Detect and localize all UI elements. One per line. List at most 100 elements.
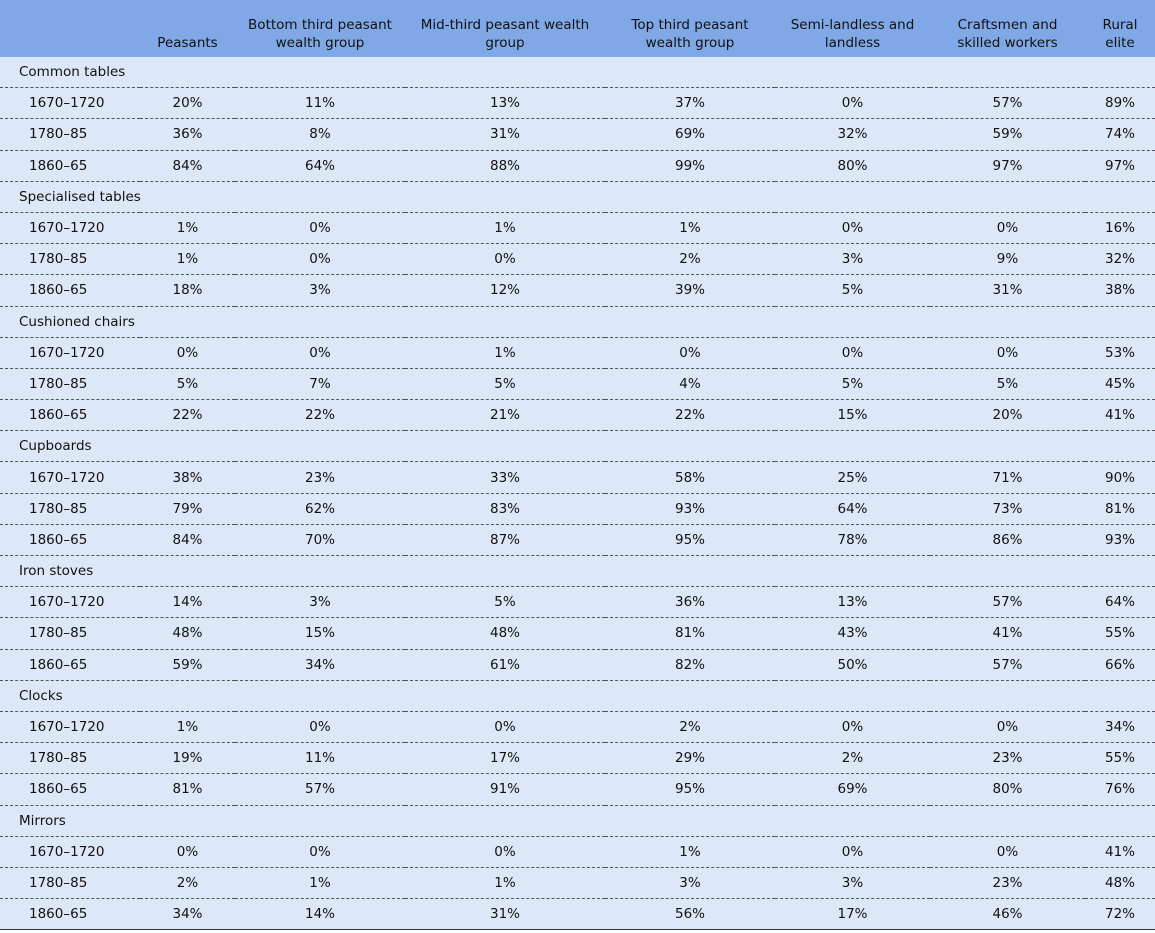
cell: 86% <box>930 524 1085 557</box>
cell: 3% <box>605 867 775 900</box>
cell: 2% <box>775 742 930 775</box>
period-label: 1780–85 <box>0 243 140 276</box>
cell: 11% <box>235 742 405 775</box>
cell: 58% <box>605 461 775 494</box>
cell: 5% <box>930 368 1085 401</box>
cell: 72% <box>1085 898 1155 931</box>
data-row: 1780–85 5% 7% 5% 4% 5% 5% 45% <box>0 368 1155 401</box>
cell: 55% <box>1085 742 1155 775</box>
cell: 2% <box>140 867 235 900</box>
section-label: Mirrors <box>0 805 1155 837</box>
cell: 3% <box>235 586 405 619</box>
cell: 1% <box>405 212 605 245</box>
section-row: Common tables <box>0 57 1155 89</box>
cell: 5% <box>140 368 235 401</box>
cell: 38% <box>1085 274 1155 307</box>
header-row: Peasants Bottom third peasant wealth grou… <box>0 0 1155 57</box>
corner <box>0 0 140 57</box>
cell: 0% <box>605 337 775 369</box>
cell: 78% <box>775 524 930 557</box>
data-row: 1860–65 34% 14% 31% 56% 17% 46% 72% <box>0 898 1155 931</box>
data-row: 1860–65 22% 22% 21% 22% 15% 20% 41% <box>0 399 1155 432</box>
cell: 21% <box>405 399 605 432</box>
cell: 69% <box>775 773 930 806</box>
section-row: Cushioned chairs <box>0 306 1155 338</box>
data-row: 1860–65 18% 3% 12% 39% 5% 31% 38% <box>0 274 1155 307</box>
section-label: Cushioned chairs <box>0 306 1155 338</box>
cell: 55% <box>1085 617 1155 650</box>
cell: 0% <box>235 337 405 369</box>
period-label: 1670–1720 <box>0 337 140 369</box>
cell: 5% <box>405 368 605 401</box>
section-row: Specialised tables <box>0 181 1155 213</box>
cell: 0% <box>405 836 605 868</box>
cell: 0% <box>140 337 235 369</box>
cell: 1% <box>405 337 605 369</box>
cell: 0% <box>235 711 405 744</box>
cell: 1% <box>405 867 605 900</box>
cell: 99% <box>605 150 775 182</box>
cell: 71% <box>930 461 1085 494</box>
data-row: 1780–85 79% 62% 83% 93% 64% 73% 81% <box>0 493 1155 525</box>
section-label: Common tables <box>0 57 1155 89</box>
period-label: 1670–1720 <box>0 212 140 245</box>
cell: 0% <box>405 243 605 276</box>
period-label: 1670–1720 <box>0 711 140 744</box>
period-label: 1780–85 <box>0 493 140 525</box>
cell: 9% <box>930 243 1085 276</box>
cell: 2% <box>605 243 775 276</box>
cell: 3% <box>775 867 930 900</box>
cell: 93% <box>605 493 775 525</box>
cell: 0% <box>930 711 1085 744</box>
cell: 81% <box>605 617 775 650</box>
column-header: Mid-third peasant wealth group <box>405 0 605 57</box>
cell: 7% <box>235 368 405 401</box>
cell: 61% <box>405 649 605 681</box>
cell: 81% <box>140 773 235 806</box>
cell: 0% <box>775 836 930 868</box>
cell: 5% <box>405 586 605 619</box>
data-row: 1780–85 2% 1% 1% 3% 3% 23% 48% <box>0 867 1155 900</box>
cell: 0% <box>930 337 1085 369</box>
cell: 31% <box>930 274 1085 307</box>
period-label: 1780–85 <box>0 368 140 401</box>
cell: 41% <box>930 617 1085 650</box>
period-label: 1780–85 <box>0 617 140 650</box>
cell: 57% <box>930 649 1085 681</box>
cell: 34% <box>1085 711 1155 744</box>
column-header: Semi-landless and landless <box>775 0 930 57</box>
data-row: 1670–1720 1% 0% 0% 2% 0% 0% 34% <box>0 711 1155 744</box>
cell: 22% <box>140 399 235 432</box>
cell: 37% <box>605 87 775 120</box>
period-label: 1860–65 <box>0 524 140 557</box>
cell: 25% <box>775 461 930 494</box>
cell: 97% <box>1085 150 1155 182</box>
cell: 84% <box>140 150 235 182</box>
data-row: 1670–1720 14% 3% 5% 36% 13% 57% 64% <box>0 586 1155 619</box>
cell: 0% <box>775 87 930 120</box>
cell: 5% <box>775 274 930 307</box>
cell: 2% <box>605 711 775 744</box>
cell: 87% <box>405 524 605 557</box>
data-row: 1670–1720 38% 23% 33% 58% 25% 71% 90% <box>0 461 1155 494</box>
cell: 11% <box>235 87 405 120</box>
cell: 39% <box>605 274 775 307</box>
cell: 0% <box>930 836 1085 868</box>
cell: 64% <box>775 493 930 525</box>
section-label: Clocks <box>0 680 1155 712</box>
cell: 88% <box>405 150 605 182</box>
data-row: 1780–85 48% 15% 48% 81% 43% 41% 55% <box>0 617 1155 650</box>
period-label: 1670–1720 <box>0 586 140 619</box>
column-header: Top third peasant wealth group <box>605 0 775 57</box>
cell: 90% <box>1085 461 1155 494</box>
cell: 31% <box>405 898 605 931</box>
cell: 17% <box>405 742 605 775</box>
cell: 1% <box>140 711 235 744</box>
cell: 62% <box>235 493 405 525</box>
cell: 13% <box>775 586 930 619</box>
cell: 41% <box>1085 399 1155 432</box>
cell: 59% <box>930 118 1085 151</box>
column-header: Rural elite <box>1085 0 1155 57</box>
data-row: 1780–85 36% 8% 31% 69% 32% 59% 74% <box>0 118 1155 151</box>
period-label: 1670–1720 <box>0 836 140 868</box>
